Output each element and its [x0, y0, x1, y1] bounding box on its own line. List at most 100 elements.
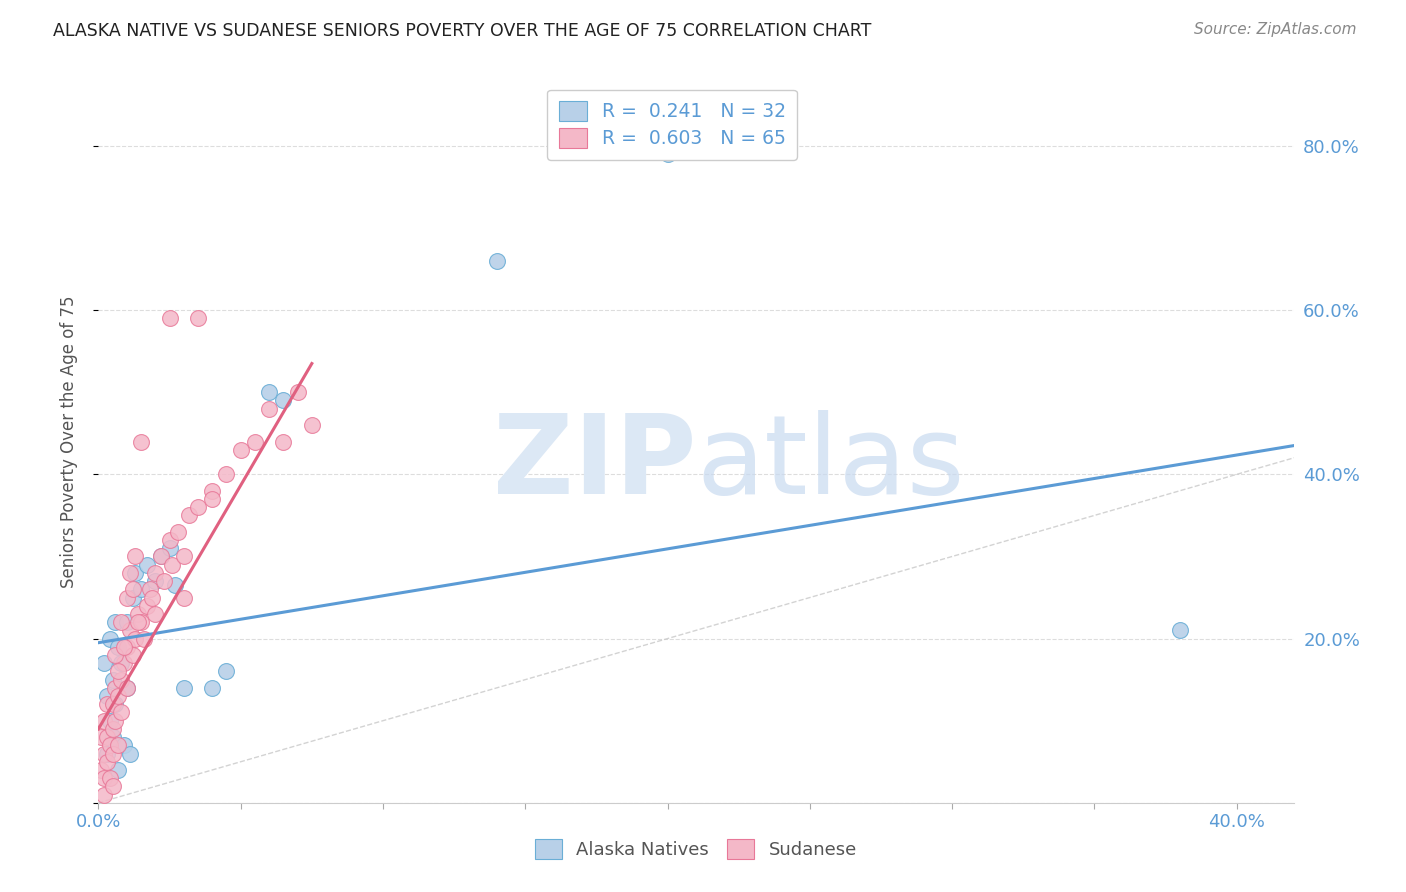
Point [143, 566, 166, 580]
Point [159, 533, 181, 547]
Point [135, 558, 157, 572]
Point [141, 591, 163, 605]
Point [93, 714, 115, 728]
Point [107, 640, 129, 654]
Y-axis label: Seniors Poverty Over the Age of 75: Seniors Poverty Over the Age of 75 [59, 295, 77, 588]
Point [107, 763, 129, 777]
Point [107, 665, 129, 679]
Point [215, 665, 238, 679]
Point [273, 434, 295, 449]
Point [90, 763, 112, 777]
Point [229, 442, 252, 457]
Point [159, 541, 181, 556]
Point [150, 549, 173, 564]
Point [101, 747, 124, 761]
Point [98, 739, 121, 753]
Point [132, 632, 155, 646]
Point [215, 467, 238, 482]
Point [112, 640, 135, 654]
Point [243, 434, 266, 449]
Point [115, 591, 138, 605]
Point [110, 657, 132, 671]
Point [121, 648, 143, 662]
Point [287, 385, 309, 400]
Point [101, 722, 124, 736]
Point [129, 434, 152, 449]
Point [135, 599, 157, 613]
Point [112, 739, 135, 753]
Point [98, 714, 121, 728]
Point [96, 730, 118, 744]
Point [107, 689, 129, 703]
Point [118, 566, 141, 580]
Point [118, 624, 141, 638]
Point [159, 311, 181, 326]
Point [96, 747, 118, 761]
Point [127, 607, 149, 621]
Point [96, 689, 118, 703]
Point [101, 780, 124, 794]
Point [201, 483, 224, 498]
Point [98, 771, 121, 785]
Point [118, 747, 141, 761]
Text: ZIP: ZIP [492, 409, 696, 516]
Point [485, 253, 508, 268]
Point [257, 385, 280, 400]
Point [127, 615, 149, 630]
Point [110, 706, 132, 720]
Point [187, 311, 209, 326]
Point [104, 698, 127, 712]
Point [96, 755, 118, 769]
Point [115, 615, 138, 630]
Point [104, 615, 127, 630]
Point [165, 578, 187, 592]
Point [96, 698, 118, 712]
Point [90, 730, 112, 744]
Point [153, 574, 176, 588]
Point [129, 615, 152, 630]
Point [124, 549, 146, 564]
Point [138, 582, 160, 597]
Point [93, 657, 115, 671]
Point [110, 673, 132, 687]
Point [129, 582, 152, 597]
Point [257, 401, 280, 416]
Point [115, 681, 138, 695]
Point [173, 591, 195, 605]
Point [143, 574, 166, 588]
Point [201, 491, 224, 506]
Point [115, 640, 138, 654]
Text: ALASKA NATIVE VS SUDANESE SENIORS POVERTY OVER THE AGE OF 75 CORRELATION CHART: ALASKA NATIVE VS SUDANESE SENIORS POVERT… [53, 22, 872, 40]
Point [93, 747, 115, 761]
Point [124, 566, 146, 580]
Point [121, 591, 143, 605]
Point [107, 739, 129, 753]
Point [104, 681, 127, 695]
Point [115, 681, 138, 695]
Legend: Alaska Natives, Sudanese: Alaska Natives, Sudanese [527, 831, 865, 866]
Point [179, 508, 201, 523]
Point [93, 788, 115, 802]
Text: Source: ZipAtlas.com: Source: ZipAtlas.com [1194, 22, 1357, 37]
Point [101, 698, 124, 712]
Point [273, 393, 295, 408]
Point [657, 147, 679, 161]
Point [150, 549, 173, 564]
Point [301, 418, 323, 433]
Point [104, 648, 127, 662]
Point [162, 558, 184, 572]
Point [187, 500, 209, 515]
Point [143, 607, 166, 621]
Point [121, 582, 143, 597]
Point [104, 714, 127, 728]
Point [201, 681, 224, 695]
Point [167, 524, 190, 539]
Point [93, 771, 115, 785]
Point [110, 615, 132, 630]
Point [124, 632, 146, 646]
Point [98, 632, 121, 646]
Text: atlas: atlas [696, 409, 965, 516]
Point [101, 730, 124, 744]
Point [173, 549, 195, 564]
Point [112, 657, 135, 671]
